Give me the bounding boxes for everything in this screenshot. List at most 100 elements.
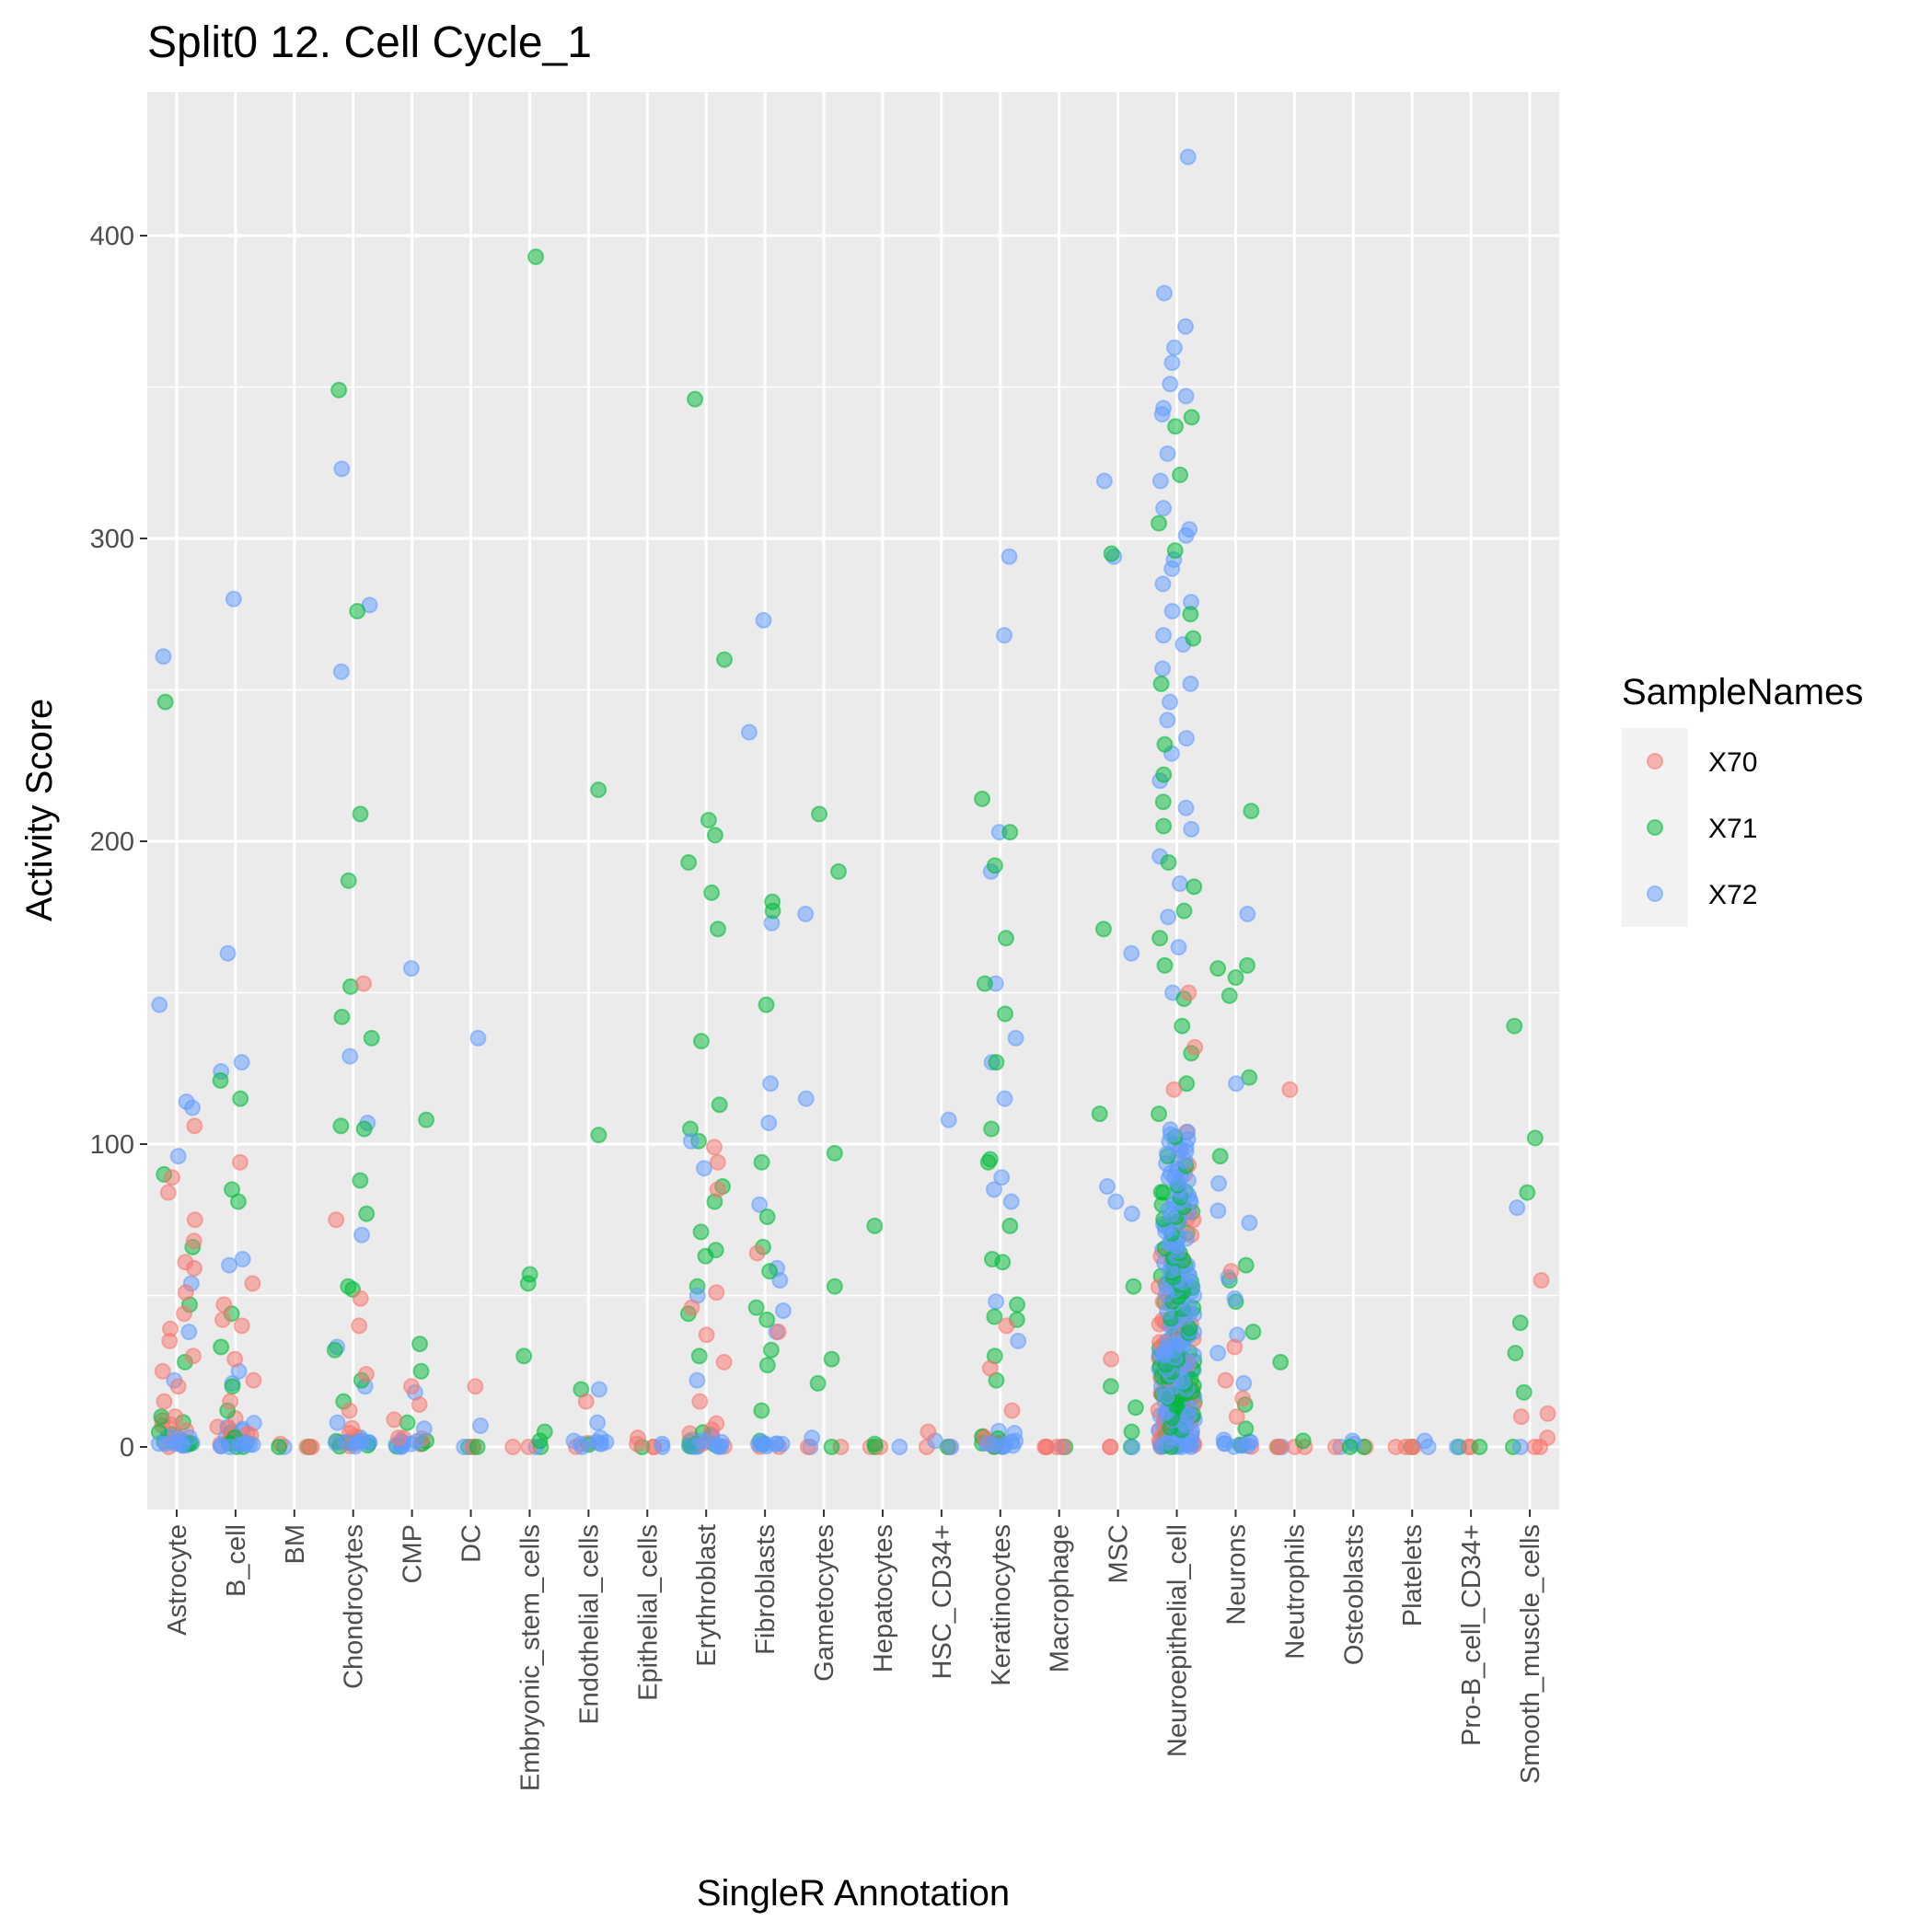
data-point [1123, 944, 1140, 962]
data-point [762, 1341, 780, 1359]
data-point [355, 975, 373, 992]
data-point [993, 1169, 1011, 1186]
data-point [167, 1408, 184, 1426]
data-point [221, 1256, 238, 1274]
y-axis: 0 100 200 300 400 [90, 222, 147, 1463]
data-point [504, 1439, 522, 1455]
data-point [985, 1181, 1002, 1198]
data-point [980, 1435, 998, 1452]
data-point [1526, 1129, 1544, 1147]
data-point [1156, 735, 1174, 753]
data-point [1151, 515, 1168, 532]
data-point [891, 1439, 908, 1455]
data-point [1162, 376, 1179, 393]
data-point [1159, 445, 1176, 462]
data-point [225, 590, 242, 607]
data-point [797, 905, 815, 922]
data-point [1001, 824, 1019, 841]
data-point [1217, 1371, 1234, 1389]
data-point [1123, 1423, 1140, 1440]
data-point [232, 1090, 249, 1107]
data-point [214, 1311, 231, 1328]
data-point [768, 1435, 785, 1452]
x-tick-label: BM [281, 1524, 310, 1565]
data-point [1166, 542, 1184, 560]
data-point [592, 1429, 609, 1447]
data-point [1235, 1374, 1253, 1392]
data-point [1341, 1439, 1359, 1455]
data-point [333, 460, 351, 478]
data-point [1174, 1017, 1191, 1035]
data-point [866, 1217, 884, 1234]
data-point [1242, 1433, 1259, 1451]
data-point [159, 1184, 177, 1201]
data-point [826, 1144, 843, 1162]
data-point [1239, 905, 1256, 922]
data-point [411, 1395, 428, 1413]
data-point [1209, 1345, 1227, 1362]
x-tick-label: Neuroepithelial_cell [1163, 1524, 1193, 1757]
data-point [219, 944, 237, 962]
data-point [184, 1348, 202, 1365]
data-point [271, 1439, 288, 1455]
data-point [233, 1317, 250, 1335]
data-point [1271, 1439, 1289, 1455]
data-point [692, 1432, 710, 1450]
data-point [629, 1435, 646, 1452]
data-point [469, 1439, 486, 1455]
y-tick-label: 100 [90, 1130, 134, 1160]
data-point [986, 857, 1003, 874]
data-point [797, 1090, 815, 1107]
data-point [1162, 693, 1179, 711]
data-point [1241, 1214, 1258, 1232]
data-point [1151, 472, 1169, 490]
data-point [1151, 1105, 1168, 1123]
data-point [764, 902, 781, 920]
data-point [1010, 1332, 1027, 1349]
data-point [1160, 1332, 1177, 1349]
data-point [1177, 388, 1195, 405]
data-point [1123, 1205, 1140, 1222]
data-point [706, 827, 723, 844]
y-tick-label: 0 [120, 1433, 134, 1463]
data-point [713, 1433, 731, 1451]
data-point [233, 1054, 250, 1071]
data-point [1416, 1432, 1433, 1450]
data-point [1177, 799, 1195, 816]
data-point [1107, 1193, 1125, 1210]
data-point [753, 1402, 770, 1419]
data-point [213, 1438, 230, 1455]
data-point [412, 1362, 430, 1380]
data-point [1512, 1408, 1530, 1426]
data-point [326, 1341, 343, 1359]
data-point [1539, 1429, 1556, 1447]
data-point [357, 1366, 375, 1383]
data-point [711, 1096, 728, 1114]
data-point [1163, 354, 1181, 372]
data-points [150, 148, 1556, 1455]
legend: SampleNames X70 X71 X72 [1622, 672, 1863, 927]
data-point [156, 1393, 173, 1410]
data-point [1509, 1199, 1526, 1217]
data-point [758, 1208, 776, 1225]
x-tick-label: Astrocyte [163, 1524, 192, 1636]
x-tick-label: Gametocytes [810, 1524, 839, 1682]
data-point [680, 854, 698, 872]
data-point [389, 1429, 407, 1447]
data-point [1154, 575, 1172, 593]
data-point [163, 1169, 180, 1186]
data-point [332, 1117, 350, 1135]
data-point [996, 627, 1013, 644]
data-point [747, 1299, 765, 1316]
data-point [352, 1172, 369, 1189]
data-point [215, 1296, 233, 1313]
legend-label: X72 [1708, 880, 1757, 910]
y-tick-label: 200 [90, 827, 134, 857]
data-point [760, 1114, 778, 1131]
data-point [682, 1132, 700, 1150]
data-point [758, 1357, 776, 1374]
data-point [360, 1434, 377, 1452]
data-point [998, 1317, 1015, 1335]
data-point [1294, 1432, 1312, 1450]
data-point [157, 1435, 175, 1452]
